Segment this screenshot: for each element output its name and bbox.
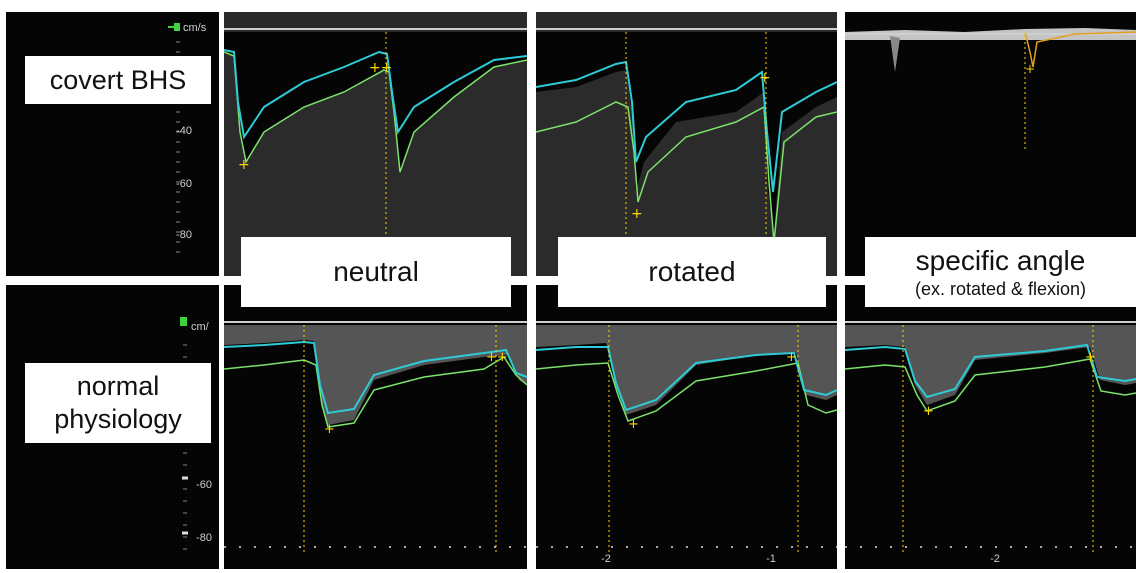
- tick-label: -60: [176, 178, 192, 190]
- spectrum-top-specific: +: [845, 12, 1136, 276]
- svg-text:+: +: [324, 422, 335, 437]
- doppler-waveform: +: [845, 28, 1136, 152]
- doppler-waveform: + ++: [224, 321, 527, 555]
- velocity-scale-top: cm/s -40 -60 -80: [168, 22, 207, 253]
- svg-text:+: +: [923, 404, 934, 419]
- svg-text:+: +: [631, 206, 643, 222]
- unit-label-bottom: cm/: [191, 321, 210, 333]
- tick-label: -80: [196, 532, 212, 544]
- condition-neutral-text: neutral: [333, 256, 419, 287]
- spectrum-top-rotated: + +: [536, 12, 837, 276]
- svg-text:+: +: [1025, 62, 1035, 76]
- svg-text:++: ++: [369, 60, 392, 76]
- svg-text:+: +: [238, 157, 250, 173]
- spectrum-bottom-specific: + + -2: [845, 285, 1136, 569]
- scale-panel-top: cm/s -40 -60 -80: [6, 12, 219, 276]
- doppler-waveform: + + -2 -1: [536, 321, 837, 565]
- doppler-waveform: + + -2: [845, 321, 1136, 565]
- tick-label: -80: [176, 229, 192, 241]
- svg-text:+: +: [786, 350, 797, 365]
- time-tick-label: -2: [601, 553, 611, 565]
- svg-text:+: +: [1085, 350, 1096, 365]
- condition-specific-text: specific angle: [915, 244, 1086, 276]
- row-label-bottom-line1: normal: [76, 371, 160, 401]
- spectrum-bottom-rotated: + + -2 -1: [536, 285, 837, 569]
- condition-label-rotated: rotated: [558, 237, 826, 307]
- tick-label: -60: [196, 479, 212, 491]
- condition-rotated-text: rotated: [648, 256, 736, 287]
- velocity-scale-bottom: cm/ -60 -80: [180, 317, 212, 550]
- time-tick-label: -2: [990, 553, 1000, 565]
- row-label-normal-physiology: normal physiology: [25, 363, 211, 443]
- row-label-covert-bhs: covert BHS: [25, 56, 211, 104]
- svg-text:+: +: [759, 70, 771, 86]
- row-label-bottom-line2: physiology: [54, 404, 182, 434]
- spectrum-top-neutral: + ++: [224, 12, 527, 276]
- row-label-top-text: covert BHS: [49, 64, 187, 95]
- condition-specific-subtext: (ex. rotated & flexion): [914, 278, 1087, 299]
- scale-marker-top: [174, 23, 180, 31]
- condition-label-neutral: neutral: [241, 237, 511, 307]
- scale-marker-bottom: [180, 317, 187, 326]
- tick-label: -40: [176, 125, 192, 137]
- svg-text:++: ++: [486, 350, 508, 365]
- spectrum-bottom-neutral: + ++: [224, 285, 527, 569]
- condition-label-specific-angle: specific angle (ex. rotated & flexion): [865, 237, 1136, 307]
- unit-label-top: cm/s: [183, 22, 207, 34]
- svg-text:+: +: [628, 417, 639, 432]
- doppler-waveform: + +: [536, 12, 837, 276]
- doppler-waveform: + ++: [224, 12, 527, 276]
- time-tick-label: -1: [766, 553, 776, 565]
